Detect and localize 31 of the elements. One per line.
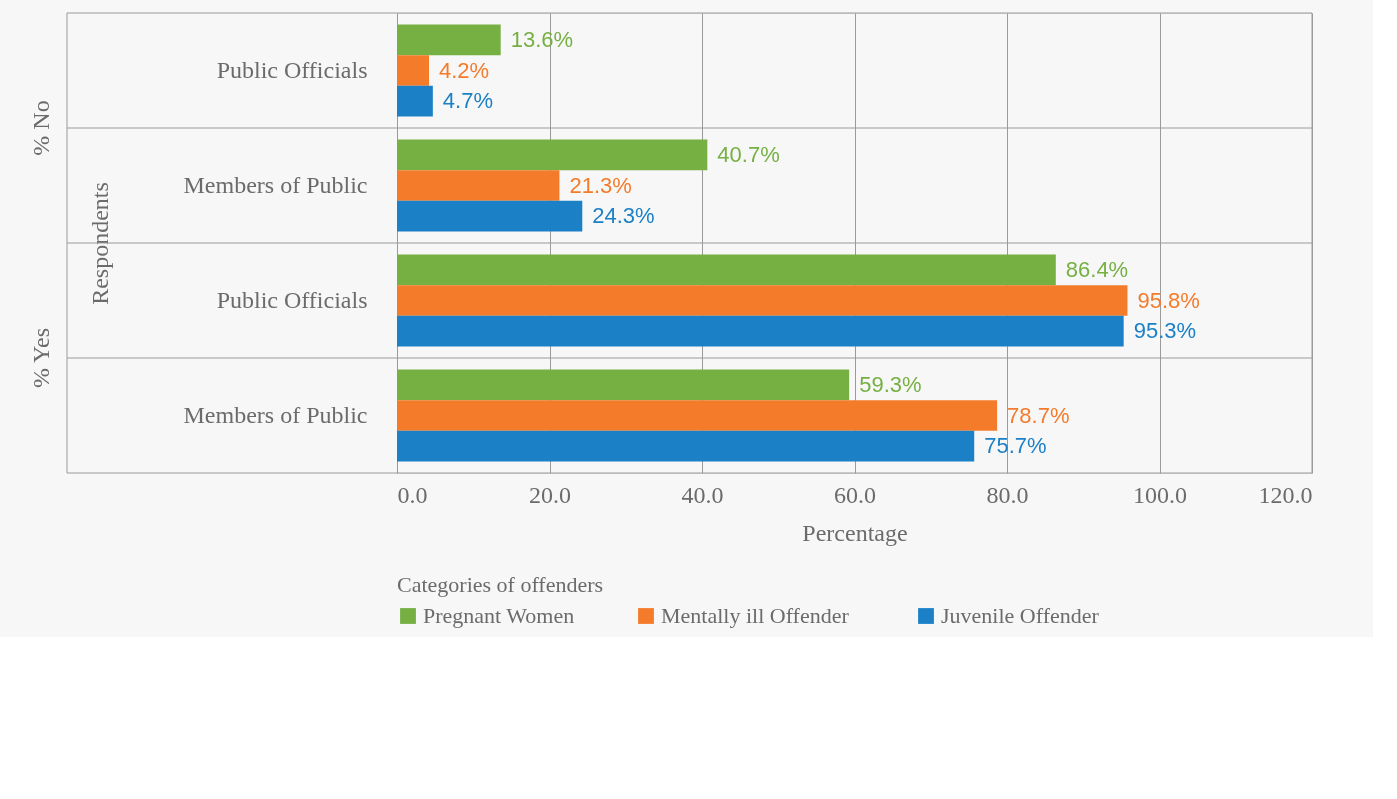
data-label: 40.7% xyxy=(717,141,780,167)
x-tick-label: 0.0 xyxy=(397,481,428,508)
data-label: 75.7% xyxy=(984,433,1047,459)
data-label: 13.6% xyxy=(510,26,574,52)
x-tick-label: 120.0 xyxy=(1258,481,1313,508)
data-label: 59.3% xyxy=(859,371,922,397)
y-tick-label: Members of Public xyxy=(183,172,368,198)
x-tick-label: 80.0 xyxy=(986,481,1029,508)
data-label: 21.3% xyxy=(569,172,632,198)
data-label: 78.7% xyxy=(1007,402,1070,428)
text: % Yes xyxy=(28,327,54,389)
y-tick-label: Public Officials xyxy=(216,57,368,83)
legend-label: Pregnant Women xyxy=(423,603,575,628)
x-tick-label: 60.0 xyxy=(834,481,876,508)
x-tick-label: 20.0 xyxy=(529,481,571,508)
text: % No xyxy=(28,100,54,156)
data-label: 86.4% xyxy=(1065,256,1129,282)
legend-label: Juvenile Offender xyxy=(941,603,1100,628)
y-axis-title: Respondents xyxy=(86,182,113,305)
x-tick-label: 40.0 xyxy=(681,481,724,508)
data-label: 4.2% xyxy=(439,57,490,83)
data-label: 95.3% xyxy=(1133,318,1197,344)
data-label: 4.7% xyxy=(442,88,493,114)
data-label: 95.8% xyxy=(1137,287,1200,313)
legend-label: Mentally ill Offender xyxy=(661,603,850,628)
x-tick-label: 100.0 xyxy=(1133,481,1187,508)
y-tick-label: Public Officials xyxy=(216,287,368,313)
legend-title: Categories of offenders xyxy=(397,572,604,597)
y-tick-label: Members of Public xyxy=(183,402,368,428)
x-axis-title: Percentage xyxy=(802,519,908,546)
data-label: 24.3% xyxy=(592,203,655,229)
